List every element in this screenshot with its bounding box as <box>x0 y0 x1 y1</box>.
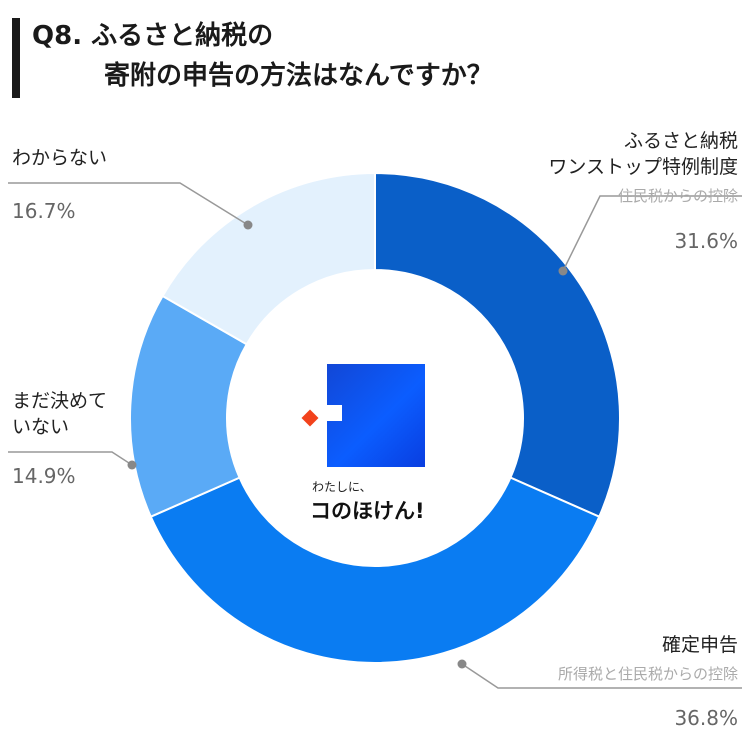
label-madakime-pct: 14.9% <box>12 464 76 488</box>
leader-dot-wakaranai <box>243 220 253 230</box>
logo-square <box>327 364 425 467</box>
chart-title: Q8. ふるさと納税の 寄附の申告の方法はなんですか？ <box>32 16 493 96</box>
logo-wordmark: コのほけん! <box>310 499 425 523</box>
leader-line-wakaranai <box>8 182 249 226</box>
title-line-1: Q8. ふるさと納税の <box>32 21 274 51</box>
leader-dot-furusato <box>558 266 568 276</box>
label-furusato-line1: ふるさと納税 <box>623 130 738 152</box>
logo-notch <box>316 405 342 421</box>
label-wakaranai-line1: わからない <box>12 147 108 169</box>
leader-dot-kakutei <box>457 659 467 669</box>
label-madakime-line1: まだ決めて <box>12 390 108 412</box>
leader-dot-madakime <box>127 460 137 470</box>
label-furusato-line2: ワンストップ特例制度 <box>548 156 738 178</box>
title-line-2: 寄附の申告の方法はなんですか？ <box>104 61 493 91</box>
slice-wakaranai <box>161 171 376 346</box>
title-accent-bar <box>12 18 20 98</box>
label-furusato-pct: 31.6% <box>674 229 738 253</box>
label-wakaranai-pct: 16.7% <box>12 199 76 223</box>
slice-furusato <box>374 171 621 519</box>
leader-line-furusato <box>562 195 742 272</box>
label-furusato-sub: 住民税からの控除 <box>617 187 738 205</box>
label-madakime-line2: いない <box>12 416 70 438</box>
label-kakutei-sub: 所得税と住民税からの控除 <box>557 665 738 683</box>
logo-tagline: わたしに、 <box>312 480 372 494</box>
slice-kakutei <box>149 476 601 664</box>
label-kakutei-pct: 36.8% <box>674 706 738 730</box>
leader-line-kakutei <box>461 663 742 689</box>
label-kakutei-line1: 確定申告 <box>661 634 738 656</box>
leader-line-madakime <box>8 451 133 466</box>
